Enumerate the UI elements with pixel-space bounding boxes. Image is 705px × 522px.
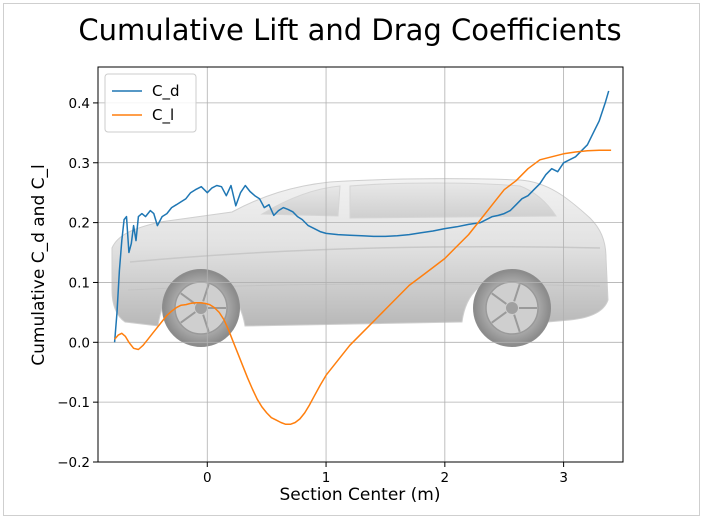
x-axis-label: Section Center (m) [279, 485, 440, 505]
y-tick-label: −0.1 [57, 395, 90, 411]
x-tick-label: 3 [559, 470, 568, 486]
spoke [180, 292, 196, 305]
plot-area [97, 66, 624, 463]
spoke [491, 292, 507, 305]
y-tick-label: 0.3 [69, 156, 90, 172]
series-line-cl [114, 149, 612, 426]
legend-box [104, 73, 197, 133]
legend-label: C_l [152, 106, 174, 125]
spoke [513, 314, 521, 333]
spoke [202, 314, 210, 333]
car-window [349, 182, 557, 219]
rear-wheel-center [506, 302, 518, 314]
x-tick-label: 1 [322, 470, 331, 486]
legend-label: C_d [152, 82, 180, 101]
x-tick-label: 0 [203, 470, 212, 486]
y-tick-label: 0.1 [69, 275, 90, 291]
spoke [491, 311, 507, 324]
spoke [202, 283, 210, 302]
car-bodyline [129, 246, 601, 263]
x-tick-label: 2 [441, 470, 450, 486]
y-tick-label: −0.2 [57, 455, 90, 471]
ticks: 0 1 2 3 −0.2 −0.1 0.0 0.1 0.2 0.3 0.4 [57, 96, 568, 486]
spoke [513, 283, 521, 302]
y-axis-label: Cumulative C_d and C_l [29, 164, 49, 365]
wheel-spokes [180, 283, 537, 333]
car-image [111, 178, 609, 347]
y-tick-label: 0.0 [69, 335, 90, 351]
chart-title: Cumulative Lift and Drag Coefficients [78, 13, 621, 47]
y-tick-label: 0.2 [69, 216, 90, 232]
y-tick-label: 0.4 [69, 96, 90, 112]
legend: C_d C_l [104, 73, 197, 133]
series-layer [113, 90, 612, 426]
series-line-cd [113, 90, 610, 343]
spoke [180, 311, 196, 324]
front-wheel-center [195, 302, 207, 314]
